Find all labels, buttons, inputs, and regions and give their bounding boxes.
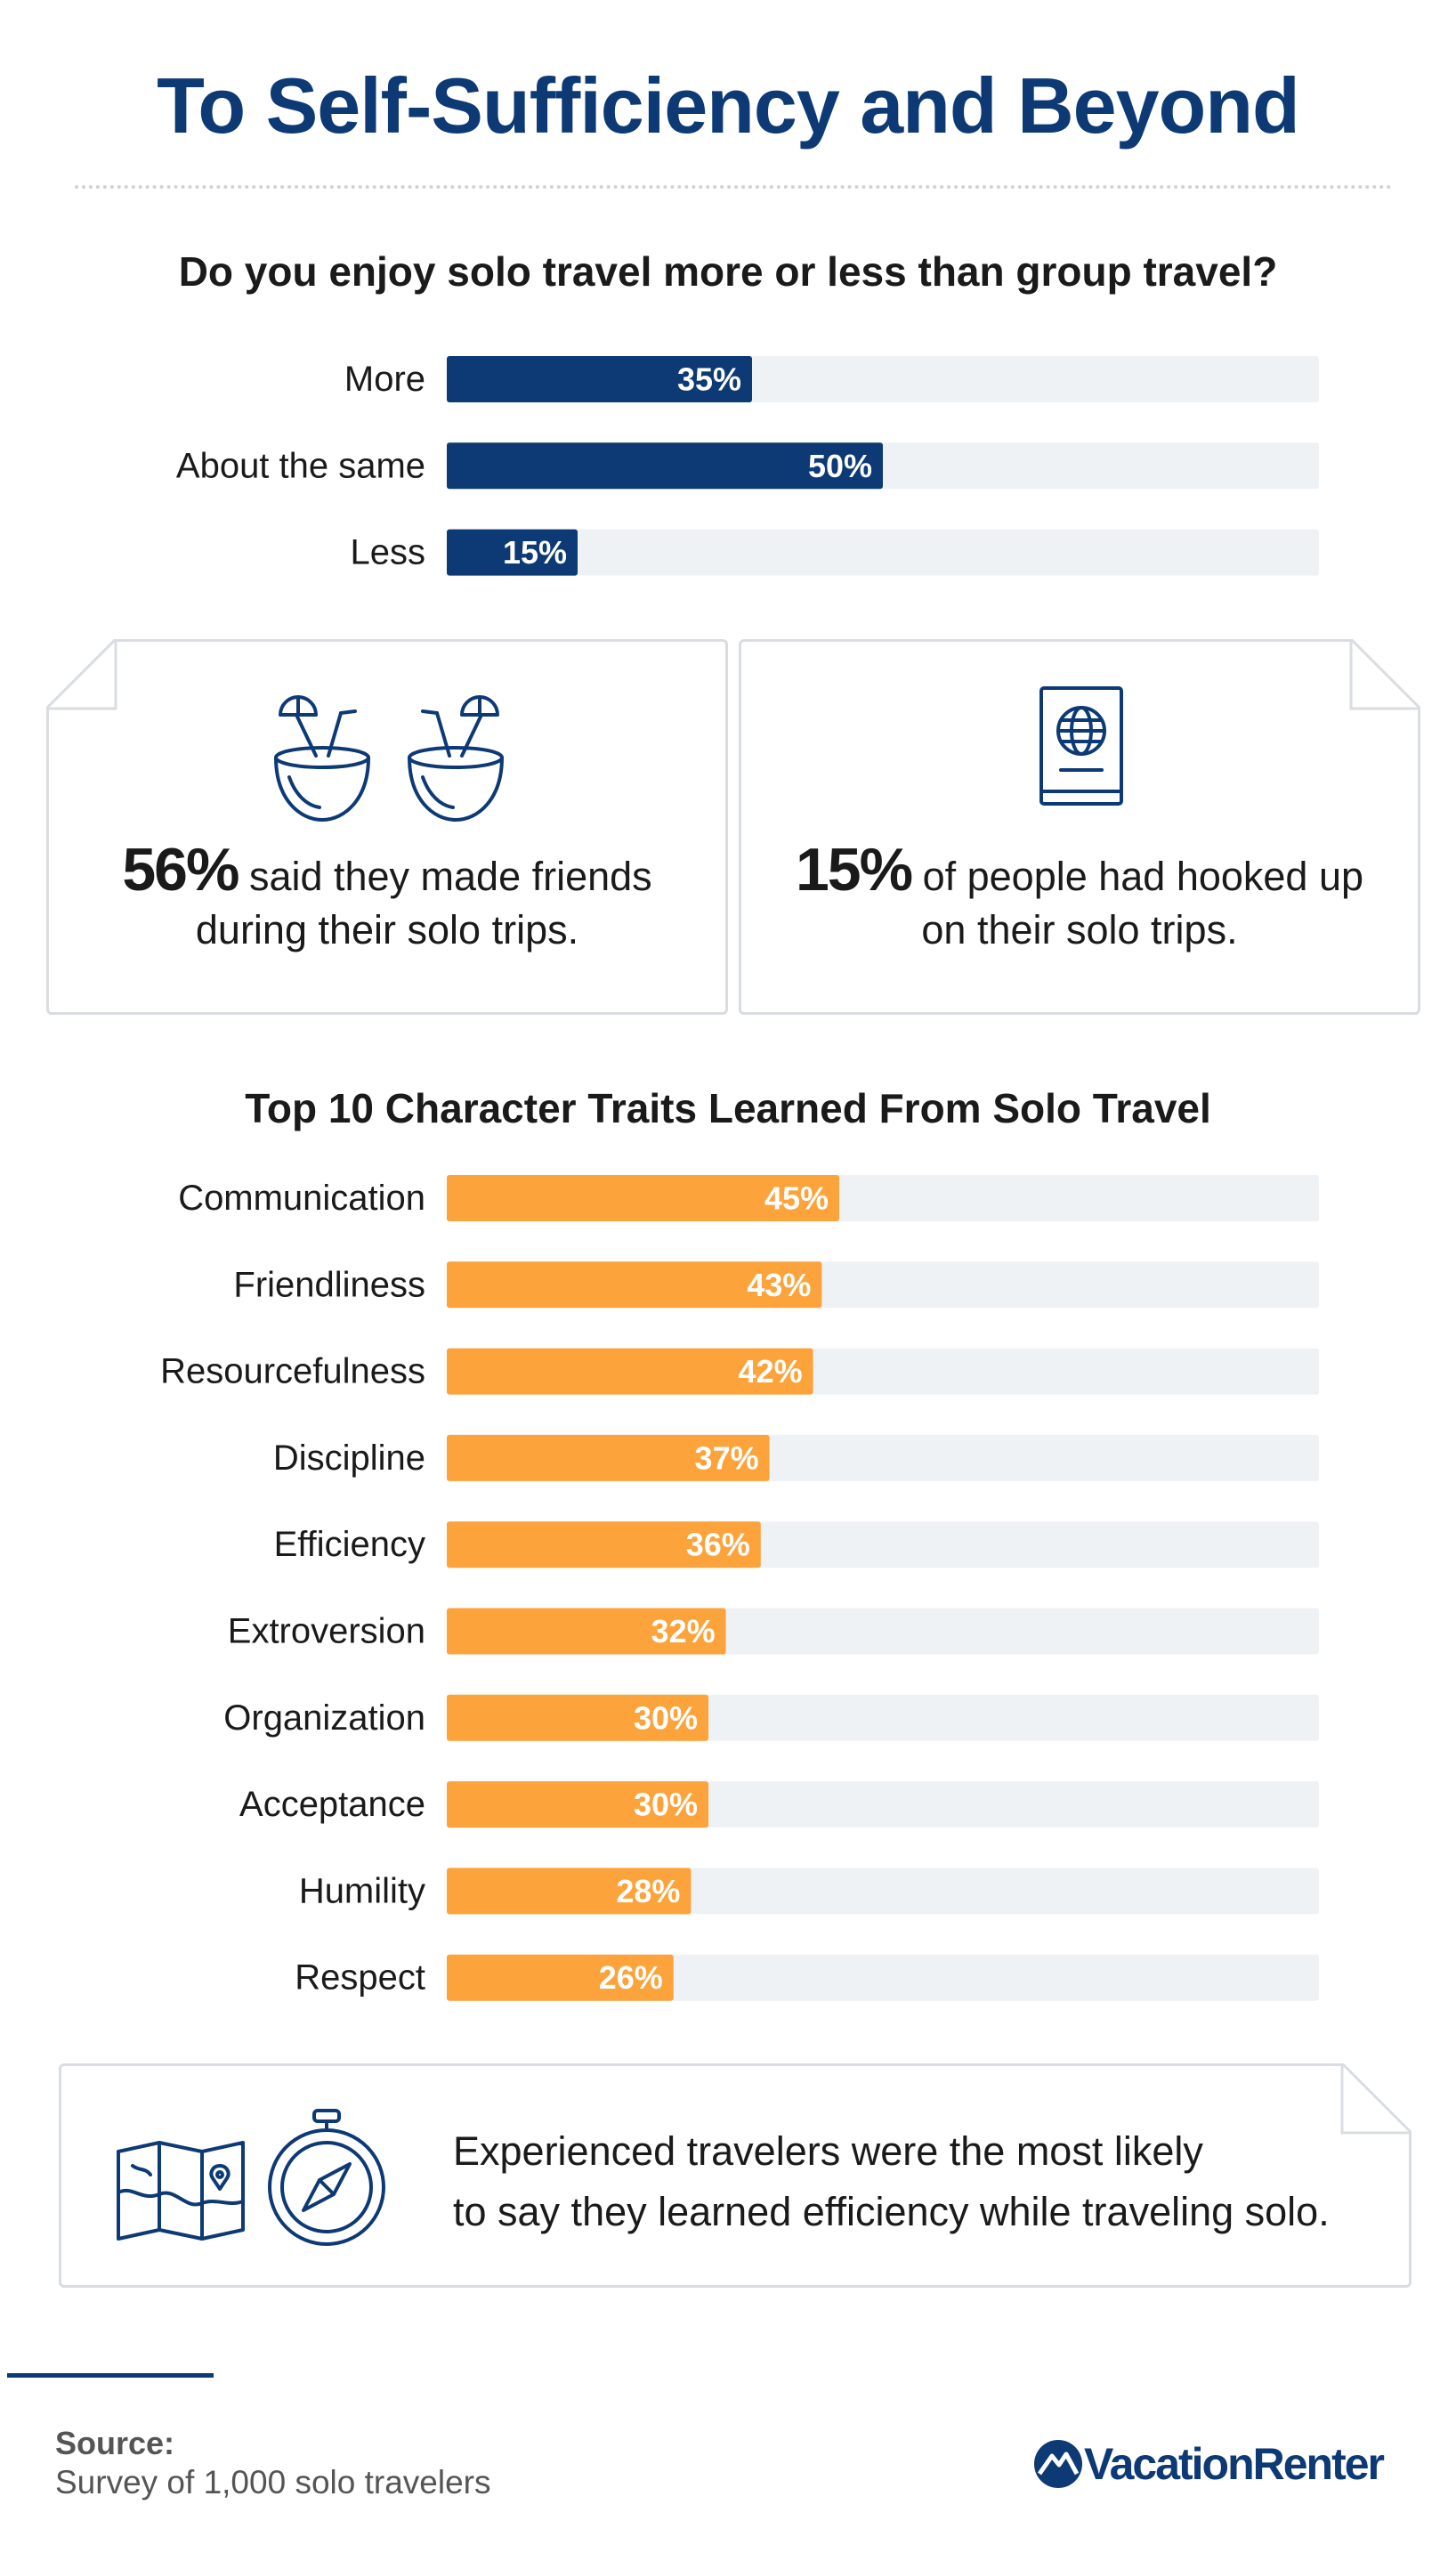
bar [447, 1954, 674, 2001]
source-label: Source: [55, 2425, 175, 2461]
category-label: Respect [295, 1958, 425, 1998]
note-line-1: Experienced travelers were the most like… [453, 2128, 1203, 2174]
hookup-stat: 15% of people had hooked up [741, 839, 1418, 907]
bar [447, 1868, 692, 1915]
folded-corner [1340, 2063, 1412, 2135]
value-label: 32% [651, 1613, 716, 1649]
character-traits-chart: Communication 45% Friendliness 43% Resourcef… [0, 1175, 1456, 2005]
hookup-callout-card: 15% of people had hooked up on their sol… [739, 639, 1420, 1015]
folded-corner [46, 639, 117, 710]
efficiency-note-card: Experienced travelers were the most like… [59, 2063, 1412, 2288]
solo-vs-group-chart: More 35% About the same 50% Less 15% [0, 356, 1456, 579]
value-label: 35% [677, 361, 741, 397]
bar [447, 1521, 761, 1568]
brand-name: VacationRenter [1084, 2439, 1385, 2489]
value-label: 42% [739, 1353, 803, 1390]
value-label: 15% [503, 534, 567, 571]
page-title: To Self-Sufficiency and Beyond [157, 61, 1300, 150]
category-label: About the same [176, 446, 425, 485]
bar [447, 529, 578, 576]
brand-mountain-icon [1034, 2440, 1082, 2488]
value-label: 50% [808, 448, 872, 484]
friends-line-2: during their solo trips. [195, 907, 579, 952]
chart-1-title: Do you enjoy solo travel more or less th… [178, 248, 1278, 295]
value-label: 26% [599, 1959, 663, 1996]
category-label: Less [351, 533, 425, 572]
category-label: Extroversion [228, 1611, 425, 1650]
bar [447, 1781, 709, 1828]
hookup-line-1: of people had hooked up [922, 854, 1364, 899]
value-label: 37% [695, 1439, 759, 1476]
bar-track [447, 529, 1319, 576]
brand-logo[interactable]: VacationRenter [1032, 2435, 1385, 2492]
chart-2-title: Top 10 Character Traits Learned From Sol… [245, 1085, 1211, 1131]
category-label: Efficiency [274, 1525, 425, 1564]
note-line-2: to say they learned efficiency while tra… [453, 2189, 1330, 2234]
friends-stat: 56% said they made friends [49, 839, 725, 907]
category-label: Discipline [273, 1439, 425, 1478]
hookup-line-2: on their solo trips. [921, 907, 1238, 952]
bar [447, 1175, 839, 1221]
friends-percent: 56% [122, 836, 239, 904]
bar [447, 1348, 813, 1395]
category-label: More [344, 360, 425, 399]
category-label: Friendliness [233, 1265, 425, 1304]
value-label: 36% [686, 1527, 750, 1563]
coconut-drinks-icon [273, 688, 506, 822]
value-label: 30% [634, 1699, 698, 1736]
friends-callout-card: 56% said they made friends during their … [46, 639, 728, 1015]
category-label: Acceptance [239, 1785, 425, 1824]
value-label: 30% [634, 1787, 698, 1823]
value-label: 43% [747, 1267, 811, 1303]
dotted-divider [75, 185, 1392, 189]
compass-icon [264, 2107, 389, 2249]
category-label: Resourcefulness [160, 1352, 425, 1391]
hookup-percent: 15% [795, 836, 913, 904]
passport-icon [1038, 685, 1127, 809]
map-icon [115, 2139, 247, 2242]
category-label: Humility [299, 1871, 425, 1910]
bar [447, 356, 752, 402]
category-label: Communication [178, 1179, 425, 1218]
value-label: 45% [764, 1179, 829, 1216]
chart-1-svg: Communication 45% Friendliness 43% Resourcef… [160, 1175, 1319, 2001]
friends-line-1: said they made friends [248, 854, 652, 899]
footer-rule [7, 2373, 214, 2378]
bar [447, 1434, 770, 1481]
category-label: Organization [223, 1698, 425, 1738]
bar [447, 1694, 709, 1741]
value-label: 28% [616, 1873, 680, 1909]
folded-corner [1349, 639, 1420, 710]
bar [447, 442, 883, 490]
bar [447, 1261, 822, 1309]
chart-0-svg: More 35% About the same 50% Less 15% [176, 356, 1319, 576]
bar [447, 1608, 726, 1655]
source-text: Survey of 1,000 solo travelers [55, 2464, 491, 2500]
